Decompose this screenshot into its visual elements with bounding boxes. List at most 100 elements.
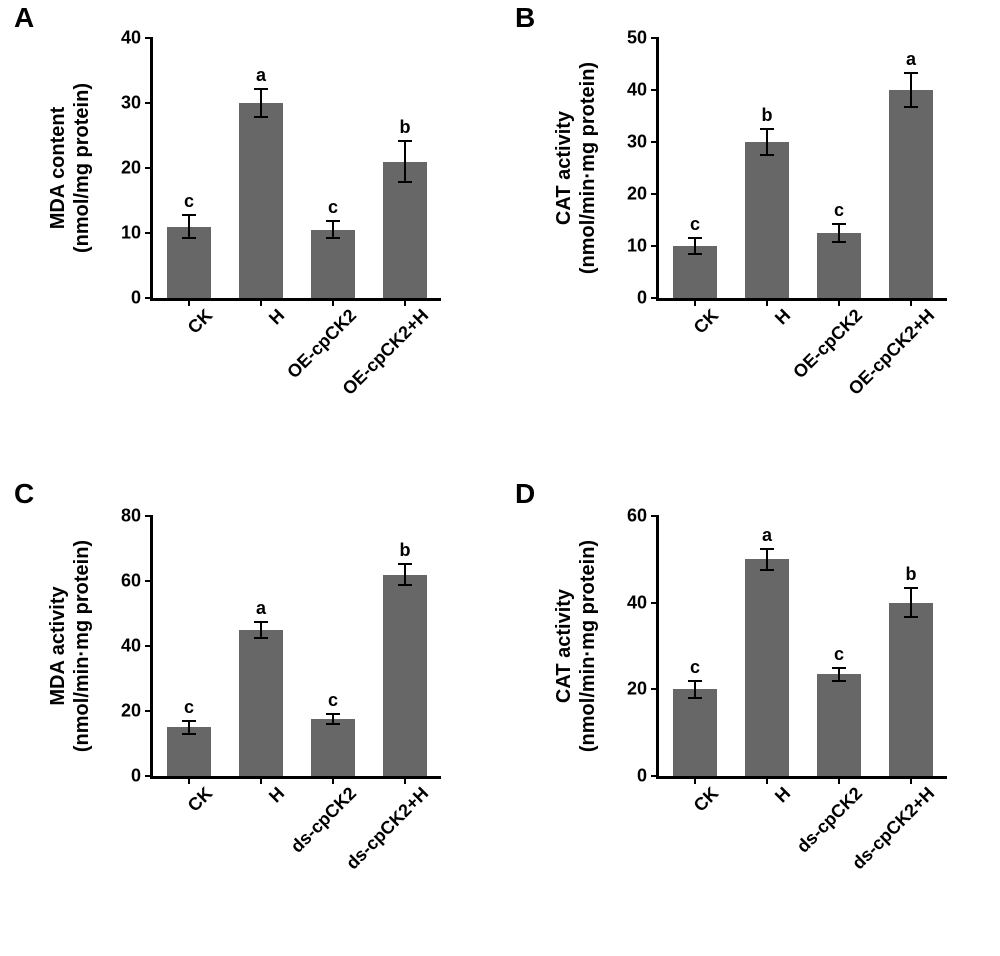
error-cap-top xyxy=(182,214,196,216)
error-cap-bottom xyxy=(832,241,846,243)
xtick xyxy=(838,776,840,784)
xtick xyxy=(694,776,696,784)
y-axis-label-line1: MDA content xyxy=(46,38,70,298)
error-bar xyxy=(766,549,768,571)
bar-C-3 xyxy=(383,575,428,777)
error-cap-top xyxy=(832,667,846,669)
error-cap-top xyxy=(760,128,774,130)
error-cap-bottom xyxy=(398,584,412,586)
ytick-label: 40 xyxy=(627,80,659,101)
xtick-label: CK xyxy=(591,301,723,433)
bar-C-1 xyxy=(239,630,284,776)
error-cap-bottom xyxy=(904,616,918,618)
error-bar xyxy=(838,224,840,242)
error-cap-top xyxy=(398,140,412,142)
xtick xyxy=(188,776,190,784)
error-bar xyxy=(260,89,262,118)
ytick-label: 20 xyxy=(121,158,153,179)
ytick-label: 40 xyxy=(627,592,659,613)
bar-D-2 xyxy=(817,674,862,776)
bar-D-1 xyxy=(745,559,790,776)
error-cap-top xyxy=(326,220,340,222)
plot-area-C: 020406080CKcHads-cpCK2cds-cpCK2+Hb xyxy=(150,516,441,779)
bar-A-2 xyxy=(311,230,356,298)
ytick-label: 10 xyxy=(627,236,659,257)
error-cap-bottom xyxy=(254,116,268,118)
error-cap-bottom xyxy=(254,637,268,639)
xtick-label: CK xyxy=(85,779,217,911)
error-bar xyxy=(404,564,406,585)
error-cap-top xyxy=(688,680,702,682)
ytick-label: 50 xyxy=(627,28,659,49)
sig-letter: b xyxy=(400,540,411,561)
xtick-label: CK xyxy=(85,301,217,433)
error-cap-bottom xyxy=(182,237,196,239)
y-axis-label-line1: CAT activity xyxy=(552,38,576,298)
bar-D-3 xyxy=(889,603,934,776)
bar-B-3 xyxy=(889,90,934,298)
ytick-label: 40 xyxy=(121,28,153,49)
ytick-label: 30 xyxy=(121,93,153,114)
error-cap-bottom xyxy=(760,569,774,571)
y-axis-label-C: MDA activity(nmol/min·mg protein) xyxy=(46,516,94,776)
sig-letter: b xyxy=(762,105,773,126)
sig-letter: a xyxy=(906,49,916,70)
ytick-label: 20 xyxy=(121,701,153,722)
xtick xyxy=(910,776,912,784)
ytick-label: 0 xyxy=(131,288,153,309)
xtick xyxy=(766,298,768,306)
error-cap-bottom xyxy=(760,154,774,156)
y-axis-label-A: MDA content(nmol/mg protein) xyxy=(46,38,94,298)
ytick-label: 0 xyxy=(637,288,659,309)
sig-letter: c xyxy=(690,657,700,678)
xtick xyxy=(910,298,912,306)
sig-letter: c xyxy=(184,697,194,718)
xtick xyxy=(404,298,406,306)
error-bar xyxy=(766,129,768,155)
xtick xyxy=(838,298,840,306)
panel-label-A: A xyxy=(14,2,34,34)
error-cap-bottom xyxy=(326,723,340,725)
error-bar xyxy=(694,238,696,255)
sig-letter: c xyxy=(834,644,844,665)
error-cap-top xyxy=(760,548,774,550)
xtick xyxy=(188,298,190,306)
error-bar xyxy=(694,681,696,698)
error-bar xyxy=(910,73,912,106)
ytick-label: 20 xyxy=(627,679,659,700)
xtick xyxy=(332,298,334,306)
y-axis-label-line1: CAT activity xyxy=(552,516,576,776)
error-cap-bottom xyxy=(832,680,846,682)
xtick xyxy=(694,298,696,306)
plot-area-D: 0204060CKcHads-cpCK2cds-cpCK2+Hb xyxy=(656,516,947,779)
panel-label-D: D xyxy=(515,478,535,510)
error-bar xyxy=(188,215,190,238)
y-axis-label-D: CAT activity(nmol/min·mg protein) xyxy=(552,516,600,776)
y-axis-label-B: CAT activity(nmol/min·mg protein) xyxy=(552,38,600,298)
ytick-label: 0 xyxy=(637,766,659,787)
error-cap-bottom xyxy=(398,181,412,183)
plot-area-B: 01020304050CKcHbOE-cpCK2cOE-cpCK2+Ha xyxy=(656,38,947,301)
sig-letter: c xyxy=(328,690,338,711)
error-cap-top xyxy=(254,88,268,90)
xtick xyxy=(260,776,262,784)
bar-B-1 xyxy=(745,142,790,298)
sig-letter: c xyxy=(328,197,338,218)
error-cap-top xyxy=(254,621,268,623)
ytick-label: 80 xyxy=(121,506,153,527)
error-bar xyxy=(404,141,406,181)
bar-C-2 xyxy=(311,719,356,776)
error-cap-top xyxy=(182,720,196,722)
error-bar xyxy=(332,221,334,238)
panel-label-B: B xyxy=(515,2,535,34)
error-cap-bottom xyxy=(688,697,702,699)
sig-letter: c xyxy=(690,214,700,235)
y-axis-label-line2: (nmol/min·mg protein) xyxy=(70,516,94,776)
y-axis-label-line2: (nmol/min·mg protein) xyxy=(576,516,600,776)
ytick-label: 20 xyxy=(627,184,659,205)
bar-D-0 xyxy=(673,689,718,776)
sig-letter: b xyxy=(906,564,917,585)
ytick-label: 10 xyxy=(121,223,153,244)
ytick-label: 0 xyxy=(131,766,153,787)
error-cap-top xyxy=(904,587,918,589)
